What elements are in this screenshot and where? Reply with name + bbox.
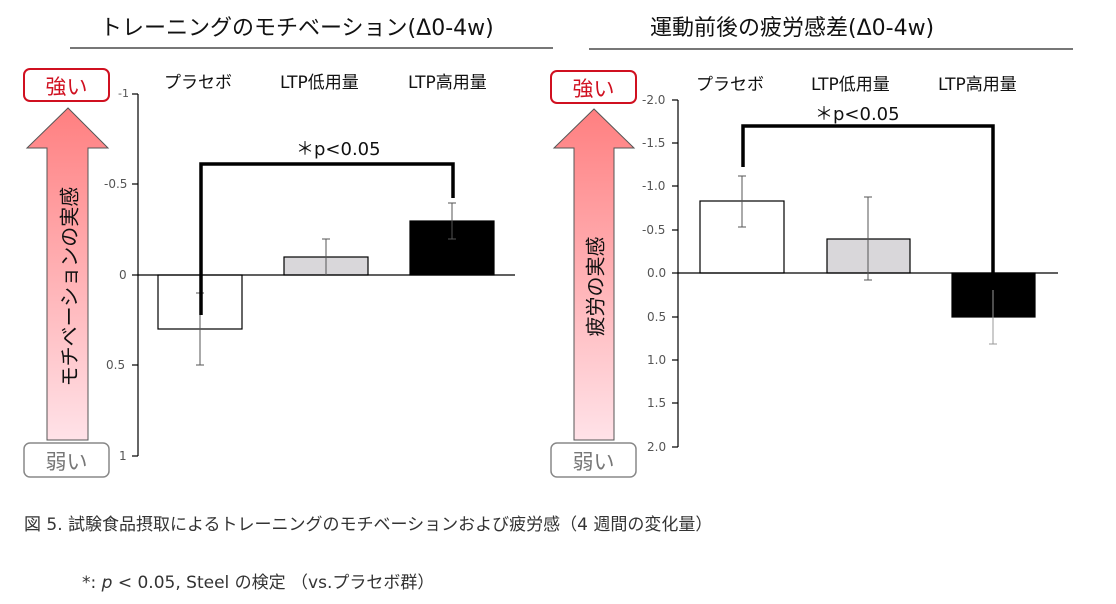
right-ytick-label: 1.5 <box>647 396 667 410</box>
left-ytick-label: -0.5 <box>104 177 128 191</box>
left-ytick-label: 1 <box>119 449 127 463</box>
left-ytick-label: -1 <box>118 87 129 100</box>
right-ytick-label: -1.0 <box>642 179 666 193</box>
footnote-prefix: *: <box>82 573 102 593</box>
right-chart-title: 運動前後の疲労感差(Δ0-4w) <box>650 16 935 41</box>
right-ytick-label: 0.0 <box>647 266 667 280</box>
right-weak-label: 弱い <box>572 450 615 474</box>
right-strong-label: 強い <box>572 77 615 101</box>
left-strength-arrow <box>25 107 110 441</box>
left-category-placebo: プラセボ <box>164 73 232 93</box>
right-title-underline <box>589 48 1073 50</box>
right-strength-arrow <box>552 108 636 441</box>
left-chart-title: トレーニングのモチベーション(Δ0-4w) <box>100 16 494 41</box>
left-strong-badge <box>23 68 110 102</box>
right-significance-bracket <box>741 124 995 273</box>
right-y-axis-label: 疲労の実感 <box>583 236 608 337</box>
right-category-ltp-low: LTP低用量 <box>811 75 890 95</box>
left-ytick-label: 0.5 <box>106 358 126 372</box>
right-significance-label: ＊p<0.05 <box>815 104 900 125</box>
footnote-p: p <box>101 573 113 593</box>
left-ytick-label: 0 <box>119 268 127 282</box>
right-weak-badge <box>550 442 637 478</box>
right-error-bars <box>738 175 997 345</box>
right-ytick-label: 2.0 <box>647 440 667 454</box>
right-y-axis <box>672 99 679 448</box>
right-ytick-label: -0.5 <box>642 223 666 237</box>
footnote-rest: < 0.05, Steel の検定 （vs.プラセボ群） <box>112 573 435 593</box>
right-strong-badge <box>550 70 637 104</box>
left-category-ltp-low: LTP低用量 <box>280 73 359 93</box>
left-weak-label: 弱い <box>45 450 88 474</box>
left-strong-label: 強い <box>45 75 88 99</box>
left-y-axis-label: モチベーションの実感 <box>57 186 82 387</box>
left-significance-bracket <box>199 162 455 315</box>
right-category-ltp-high: LTP高用量 <box>938 75 1017 95</box>
right-ytick-label: -1.5 <box>642 136 666 150</box>
left-weak-badge <box>23 442 110 478</box>
left-title-underline <box>70 47 553 49</box>
left-category-ltp-high: LTP高用量 <box>408 73 487 93</box>
figure-caption: 図 5. 試験食品摂取によるトレーニングのモチベーションおよび疲労感（4 週間の… <box>24 515 713 535</box>
left-significance-label: ＊p<0.05 <box>296 139 381 160</box>
left-y-axis <box>132 93 139 457</box>
figure-footnote: *: p < 0.05, Steel の検定 （vs.プラセボ群） <box>82 568 434 593</box>
right-ytick-label: -2.0 <box>642 93 666 107</box>
right-category-placebo: プラセボ <box>696 75 764 95</box>
right-ytick-label: 0.5 <box>647 310 667 324</box>
right-ytick-label: 1.0 <box>647 353 667 367</box>
